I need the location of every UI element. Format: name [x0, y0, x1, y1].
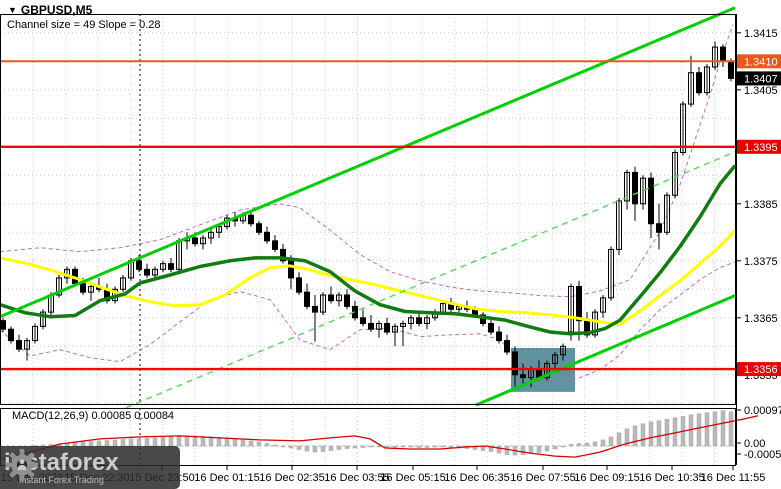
price-pane-frame: [0, 14, 736, 405]
time-tick-label: 16 Dec 10:35: [639, 472, 704, 484]
macd-tick-label: 0.00097: [744, 405, 781, 417]
ma-fast-yellow-line: [0, 229, 737, 327]
time-tick-label: 16 Dec 03:55: [324, 472, 389, 484]
time-tick-label: 16 Dec 01:15: [194, 472, 259, 484]
price-badge: [737, 54, 781, 69]
symbol-name: GBPUSD,M5: [20, 3, 93, 17]
macd-pane-frame: [0, 408, 736, 466]
bollinger-lower-band: [0, 261, 736, 383]
macd-tick-label: 0.00: [744, 438, 765, 450]
price-badge-label: 1.3407: [744, 73, 778, 85]
ma-slow-green-line: [0, 164, 737, 336]
price-badge: [737, 139, 781, 154]
price-tick-label: 1.3405: [744, 85, 778, 97]
time-tick-label: 16 Dec 11:55: [701, 472, 766, 484]
macd-signal-line: [2, 415, 759, 460]
price-badge-label: 1.3395: [744, 142, 778, 154]
time-tick-label: 16 Dec 07:55: [510, 472, 575, 484]
macd-indicator-label: MACD(12,26,9) 0.00085 0.00084: [12, 410, 175, 422]
time-tick-label: 16 Dec 05:15: [380, 472, 445, 484]
channel-mid-line: [125, 151, 736, 409]
candlesticks-layer: [0, 41, 734, 388]
broker-watermark: instaforex Instant Forex Trading: [0, 446, 180, 489]
bollinger-upper-band: [0, 24, 734, 298]
price-badge-label: 1.3356: [744, 364, 778, 376]
gear-icon: [5, 448, 39, 482]
price-badge-label: 1.3410: [744, 56, 778, 68]
channel-lower-line: [475, 294, 736, 407]
time-tick-label: 16 Dec 06:35: [444, 472, 509, 484]
price-tick-label: 1.3365: [744, 313, 778, 325]
price-tick-label: 1.3415: [744, 28, 778, 40]
price-axis[interactable]: 1.34151.34051.33851.33751.33651.33551.34…: [736, 14, 781, 465]
price-badge: [737, 362, 781, 377]
channel-indicator-label: Channel size = 49 Slope = 0.28: [7, 19, 161, 31]
brand-tagline: Instant Forex Trading: [18, 474, 104, 485]
price-tick-label: 1.3385: [744, 199, 778, 211]
macd-tick-label: -0.00053: [744, 449, 781, 461]
channel-upper-line: [0, 6, 736, 319]
price-badge: [737, 71, 781, 86]
symbol-title[interactable]: ▼ GBPUSD,M5: [8, 3, 92, 17]
chevron-down-icon[interactable]: ▼: [8, 5, 17, 15]
time-tick-label: 16 Dec 09:15: [574, 472, 639, 484]
time-tick-label: 16 Dec 02:35: [259, 472, 324, 484]
price-tick-label: 1.3375: [744, 256, 778, 268]
